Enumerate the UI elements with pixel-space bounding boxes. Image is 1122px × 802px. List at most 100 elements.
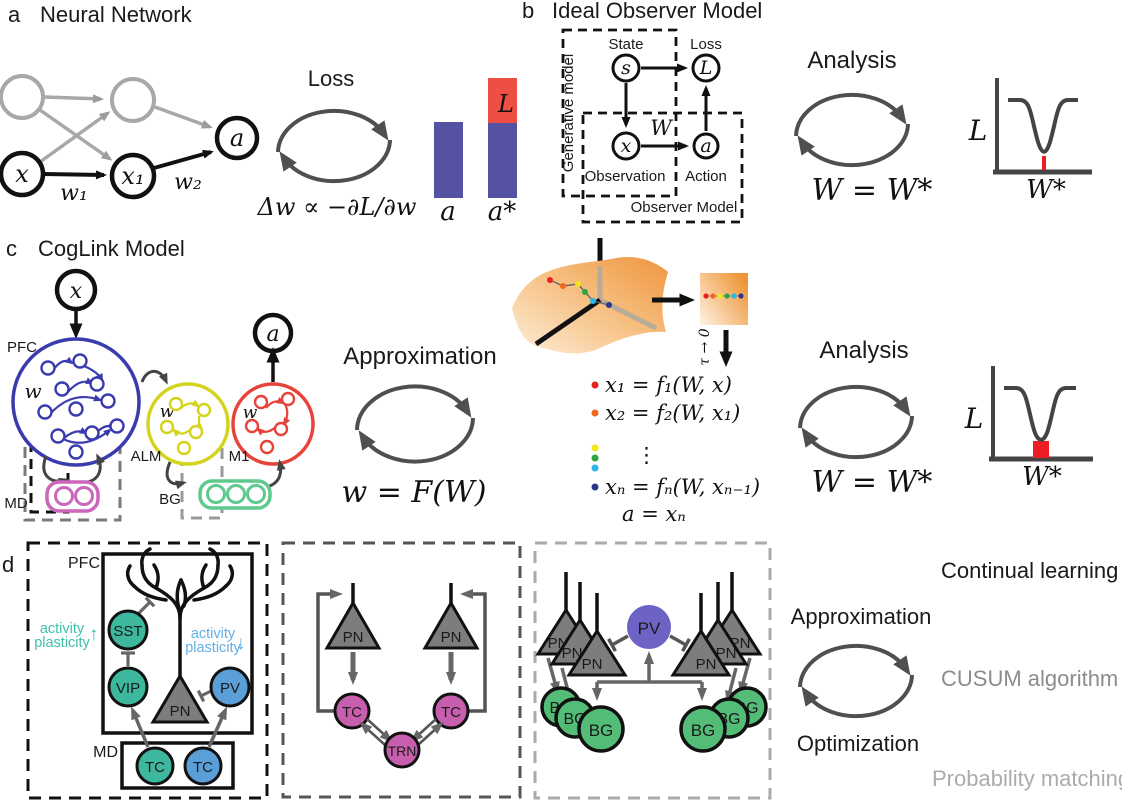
minimum-marker — [1033, 441, 1049, 458]
circuit-pfc-md: PFC — [26, 541, 269, 800]
optimization-label: Optimization — [797, 731, 919, 756]
pv-cell-label: PV — [220, 680, 240, 697]
alm-label: ALM — [131, 448, 162, 465]
pn-label: PN — [562, 645, 583, 662]
alm-region — [146, 382, 230, 466]
bar-loss-segment — [488, 78, 517, 123]
pn-label: PN — [696, 656, 717, 673]
bullet-green — [591, 454, 599, 462]
bg-unit — [246, 484, 266, 504]
output-node-a-label: a — [266, 322, 279, 347]
panel-d: d PFC — [2, 541, 1122, 800]
connector-lines — [546, 651, 752, 704]
weight-w1-label: w₁ — [60, 181, 88, 206]
approximation-label: Approximation — [343, 343, 496, 370]
bar-a — [434, 122, 463, 198]
loss-cycle: Loss Δw ∝ −∂L/∂w — [257, 66, 417, 221]
loss-cycle-label: Loss — [308, 66, 354, 91]
bg-unit — [206, 484, 226, 504]
observation-node-label: x — [621, 135, 632, 157]
md-unit — [54, 486, 74, 506]
slice-dots — [703, 293, 744, 299]
panel-b-label: b — [522, 0, 534, 23]
vip-cell — [107, 666, 149, 708]
panel-a-label: a — [8, 2, 21, 27]
loss-plot-b: L W* — [968, 78, 1092, 205]
tc-cell-label: TC — [145, 759, 165, 776]
md-label: MD — [93, 744, 118, 761]
pn-cell-left — [324, 600, 382, 650]
tc-cell-label: TC — [342, 704, 362, 721]
panel-c: c CogLink Model x PFC w — [4, 236, 1093, 526]
equation-dots: ⋮ — [636, 443, 657, 467]
annotation-cusum: CUSUM algorithm — [941, 666, 1118, 691]
loss-label: Loss — [690, 36, 722, 53]
cycle-arrows — [798, 384, 914, 460]
approximation-equation: w = F(W) — [342, 475, 487, 510]
state-node-label: s — [621, 57, 631, 79]
analysis-cycle-b: Analysis W = W* — [794, 47, 932, 208]
bg-population-left: BG BG BG — [540, 686, 625, 753]
node-x — [0, 150, 46, 198]
activity-plasticity-down-label: activity plasticity — [185, 626, 241, 656]
pv-inhibitory-links — [607, 634, 691, 652]
node-a — [214, 115, 260, 161]
manifold-illustration: τ → 0 — [512, 238, 748, 367]
loss-curve — [1004, 386, 1076, 442]
loss-node-label: L — [699, 57, 713, 79]
state-label: State — [608, 36, 643, 53]
equation-line2: x₂ = f₂(W, x₁) — [605, 401, 740, 425]
plasticity-up-arrow-icon: ↑ — [89, 624, 99, 645]
pn-label: PN — [716, 645, 737, 662]
panel-a: a Neural Network x x₁ a w₁ w₂ Loss — [0, 2, 517, 227]
pn-population-left: PN PN PN — [535, 572, 628, 677]
circuit1-dashed-box — [26, 541, 269, 800]
tc-cell-right — [432, 692, 470, 730]
md-box — [120, 741, 235, 790]
sst-cell — [107, 609, 149, 651]
cycle-arrows — [355, 384, 475, 464]
approx-opt-cycle: Approximation Optimization — [791, 604, 932, 756]
pn-label: PN — [582, 656, 603, 673]
node-x-label: x — [15, 160, 29, 188]
bar-a-star — [488, 123, 517, 198]
pfc-label: PFC — [7, 339, 37, 356]
node-a-label: a — [230, 124, 244, 152]
tc-cell-teal — [135, 746, 175, 786]
tc-trn-reciprocal-arrows — [359, 718, 444, 746]
tc-cell-left — [333, 692, 371, 730]
trn-cell-label: TRN — [388, 743, 417, 759]
sst-cell-label: SST — [113, 623, 142, 640]
panel-d-label: d — [2, 552, 14, 577]
pfc-inner-units — [37, 353, 125, 460]
tc-to-vip-arrow — [131, 706, 150, 748]
observer-model-box — [581, 111, 744, 224]
action-node — [692, 132, 720, 160]
tc-cell-blue — [183, 746, 223, 786]
md-label: MD — [4, 495, 27, 512]
bg-label: BG — [589, 721, 614, 740]
pv-cell-label: PV — [638, 619, 661, 638]
bullet-cyan — [591, 464, 599, 472]
pn-cell-label: PN — [441, 629, 462, 646]
cycle-arrows — [798, 643, 914, 719]
network-gray-arrows — [38, 94, 213, 164]
weight-w2-label: w₂ — [174, 170, 202, 195]
bar-a-label: a — [440, 197, 456, 227]
pn-cell-right — [422, 600, 480, 650]
circuit-tc-trn: PN PN TC TC TRN — [281, 541, 522, 799]
md-unit — [74, 486, 94, 506]
bullet-orange — [591, 409, 599, 417]
bullet-navy — [591, 483, 599, 491]
m1-weight-label: w — [243, 403, 258, 423]
equation-line3: xₙ = fₙ(W, xₙ₋₁) — [605, 475, 760, 499]
panel-a-title: Neural Network — [40, 2, 193, 27]
bg-label: BG — [159, 491, 181, 508]
circuit-pn-pv-bg: BG BG BG BG BG BG PN PN — [533, 541, 772, 800]
hidden-node-2 — [110, 77, 156, 123]
pn-cell-label: PN — [343, 629, 364, 646]
panel-b: b Ideal Observer Model Generative model … — [522, 0, 1092, 224]
panel-b-title: Ideal Observer Model — [552, 0, 762, 23]
